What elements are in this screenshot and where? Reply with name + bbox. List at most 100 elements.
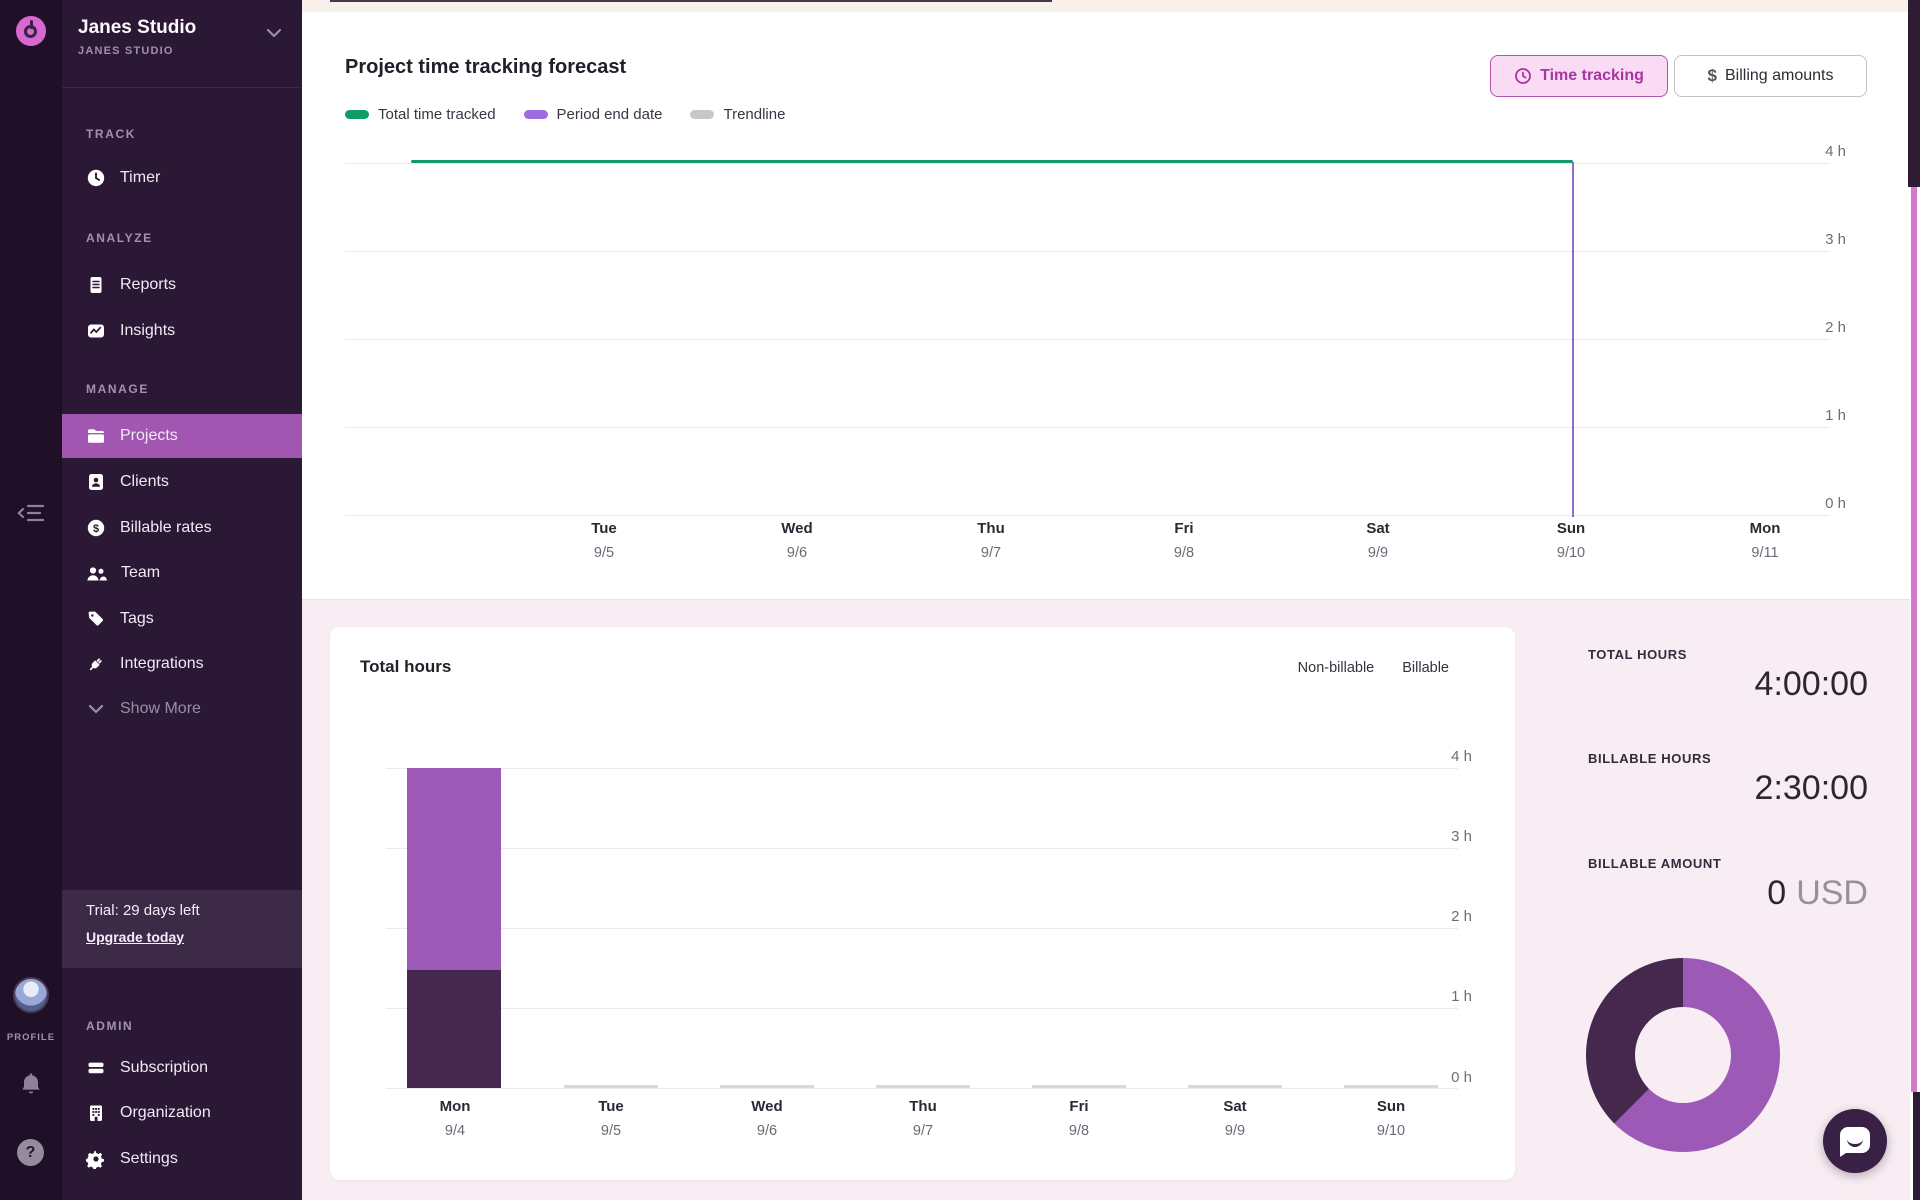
trial-banner: Trial: 29 days left Upgrade today <box>62 890 302 968</box>
y-tick-label: 3 h <box>1780 230 1846 250</box>
day-label: Sat <box>1318 520 1438 537</box>
zero-bar <box>720 1085 814 1088</box>
icon-rail: PROFILE ? <box>0 0 62 1200</box>
y-tick-label: 4 h <box>1408 747 1472 767</box>
sidebar-item-label: Organization <box>120 1104 211 1122</box>
billable-hours-value: 2:30:00 <box>1755 767 1868 809</box>
folder-icon <box>86 426 106 446</box>
x-axis-label: Sat 9/9 <box>1175 1098 1295 1139</box>
total-hours-value: 4:00:00 <box>1755 663 1868 705</box>
date-label: 9/8 <box>1019 1123 1139 1139</box>
total-hours-label: TOTAL HOURS <box>1588 647 1687 662</box>
profile-avatar[interactable] <box>13 977 49 1013</box>
x-axis-label: Fri 9/8 <box>1124 520 1244 561</box>
date-label: 9/4 <box>395 1123 515 1139</box>
gray-legend-swatch <box>690 110 714 119</box>
date-label: 9/10 <box>1331 1123 1451 1139</box>
section-label-manage: MANAGE <box>86 382 149 396</box>
sidebar-item-reports[interactable]: Reports <box>62 263 302 307</box>
sidebar-item-label: Insights <box>120 322 175 340</box>
main-content: Project time tracking forecast Total tim… <box>302 0 1910 1200</box>
sidebar-item-insights[interactable]: Insights <box>62 309 302 353</box>
zero-bar <box>1344 1085 1438 1088</box>
y-tick-label: 3 h <box>1408 827 1472 847</box>
date-label: 9/6 <box>737 545 857 561</box>
gridline <box>345 163 1830 164</box>
scrollbar-thumb[interactable] <box>1908 0 1920 187</box>
day-label: Thu <box>931 520 1051 537</box>
dollar-circle-icon: $ <box>86 518 106 538</box>
date-label: 9/5 <box>551 1123 671 1139</box>
sidebar: Janes Studio JANES STUDIO TRACK Timer AN… <box>62 0 302 1200</box>
chat-bubble-tail <box>1840 1151 1849 1157</box>
zero-bar <box>1032 1085 1126 1088</box>
zero-bar <box>876 1085 970 1088</box>
billable-bar-segment[interactable] <box>407 768 501 970</box>
legend-non-billable[interactable]: Non-billable <box>1298 660 1375 676</box>
clock-icon <box>1514 67 1532 85</box>
legend-total-time-tracked[interactable]: Total time tracked <box>345 106 496 123</box>
sidebar-item-clients[interactable]: Clients <box>62 460 302 504</box>
sidebar-item-tags[interactable]: Tags <box>62 597 302 641</box>
chat-bubble-icon <box>1840 1127 1870 1153</box>
collapse-sidebar-icon[interactable] <box>17 503 45 523</box>
time-tracking-toggle-button[interactable]: Time tracking <box>1490 55 1668 97</box>
green-legend-swatch <box>345 110 369 119</box>
date-label: 9/9 <box>1318 545 1438 561</box>
upgrade-link[interactable]: Upgrade today <box>86 929 184 945</box>
y-tick-label: 4 h <box>1780 142 1846 162</box>
sidebar-item-projects[interactable]: Projects <box>62 414 302 458</box>
day-label: Mon <box>1705 520 1825 537</box>
legend-trendline[interactable]: Trendline <box>690 106 785 123</box>
legend-label: Trendline <box>723 106 785 123</box>
gridline <box>386 848 1458 849</box>
organization-name: JANES STUDIO <box>78 45 174 57</box>
date-label: 9/7 <box>931 545 1051 561</box>
day-label: Sun <box>1331 1098 1451 1115</box>
sidebar-item-team[interactable]: Team <box>62 551 302 595</box>
workspace-name: Janes Studio <box>78 17 196 39</box>
gridline <box>386 1008 1458 1009</box>
app-logo-power-icon[interactable] <box>16 16 46 46</box>
sidebar-item-subscription[interactable]: Subscription <box>62 1046 302 1090</box>
gridline <box>386 768 1458 769</box>
gear-icon <box>86 1149 106 1169</box>
non-billable-bar-segment[interactable] <box>407 970 501 1088</box>
sidebar-item-integrations[interactable]: Integrations <box>62 642 302 686</box>
x-axis-label: Tue 9/5 <box>544 520 664 561</box>
day-label: Fri <box>1019 1098 1139 1115</box>
y-tick-label: 1 h <box>1408 987 1472 1007</box>
sidebar-item-settings[interactable]: Settings <box>62 1137 302 1181</box>
sidebar-item-timer[interactable]: Timer <box>62 156 302 200</box>
bell-icon[interactable] <box>19 1072 43 1104</box>
sidebar-item-organization[interactable]: Organization <box>62 1091 302 1135</box>
billing-amounts-toggle-button[interactable]: $ Billing amounts <box>1674 55 1867 97</box>
x-axis-label: Wed 9/6 <box>737 520 857 561</box>
legend-billable[interactable]: Billable <box>1402 660 1449 676</box>
x-axis-label: Thu 9/7 <box>931 520 1051 561</box>
scrollbar-thumb[interactable] <box>1913 1092 1920 1200</box>
date-label: 9/8 <box>1124 545 1244 561</box>
button-label: Billing amounts <box>1725 67 1834 85</box>
help-icon[interactable]: ? <box>17 1139 44 1166</box>
sidebar-item-label: Projects <box>120 427 178 445</box>
y-tick-label: 1 h <box>1780 406 1846 426</box>
sidebar-item-billable-rates[interactable]: $ Billable rates <box>62 506 302 550</box>
forecast-legend: Total time tracked Period end date Trend… <box>345 106 785 123</box>
workspace-switcher[interactable]: Janes Studio JANES STUDIO <box>62 0 302 88</box>
sidebar-item-show-more[interactable]: Show More <box>62 687 302 731</box>
date-label: 9/5 <box>544 545 664 561</box>
x-axis-label: Wed 9/6 <box>707 1098 827 1139</box>
sidebar-item-label: Show More <box>120 700 201 718</box>
button-label: Time tracking <box>1540 67 1644 85</box>
chat-widget-button[interactable] <box>1823 1109 1887 1173</box>
zero-bar <box>564 1085 658 1088</box>
scrollbar-track[interactable] <box>1911 187 1917 1092</box>
legend-period-end-date[interactable]: Period end date <box>524 106 663 123</box>
gridline <box>386 928 1458 929</box>
gridline <box>386 1088 1458 1089</box>
x-axis-label: Sun 9/10 <box>1331 1098 1451 1139</box>
insights-chart-icon <box>86 321 106 341</box>
y-tick-label: 0 h <box>1780 494 1846 514</box>
profile-label: PROFILE <box>0 1032 62 1043</box>
